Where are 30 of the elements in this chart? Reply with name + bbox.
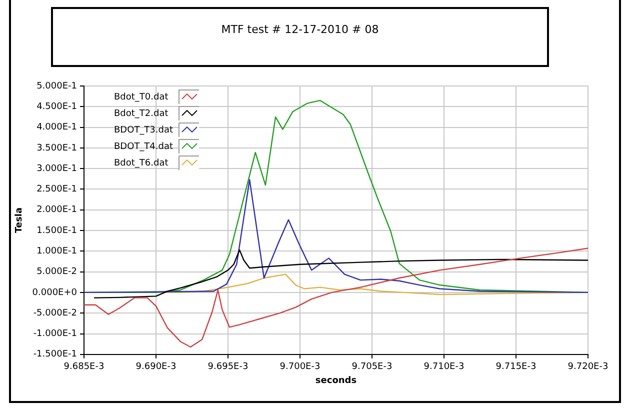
y-tick-label: 4.500E-1 <box>36 102 77 112</box>
x-tick-label: 9.700E-3 <box>280 362 320 372</box>
y-tick-label: 1.500E-1 <box>36 226 77 236</box>
y-tick-label: 4.000E-1 <box>36 122 77 133</box>
x-tick-label: 9.685E-3 <box>64 362 104 372</box>
y-axis-title: Tesla <box>14 207 25 233</box>
x-tick-label: 9.715E-3 <box>496 362 536 372</box>
y-tick-label: 5.000E-2 <box>36 267 77 278</box>
chart-title: MTF test # 12-17-2010 # 08 <box>221 22 379 36</box>
y-tick-label: 3.500E-1 <box>36 143 77 154</box>
x-tick-label: 9.690E-3 <box>136 362 176 372</box>
x-tick-label: 9.695E-3 <box>208 362 248 372</box>
legend-label: BDOT_T4.dat <box>114 142 174 152</box>
legend-label: Bdot_T2.dat <box>114 108 169 119</box>
y-tick-label: 5.000E-1 <box>36 81 77 92</box>
y-tick-label: -1.500E-1 <box>33 350 77 360</box>
y-tick-label: -1.000E-1 <box>33 329 77 340</box>
y-tick-label: 1.000E-1 <box>36 246 77 257</box>
x-tick-label: 9.710E-3 <box>424 362 464 372</box>
y-tick-label: -5.000E-2 <box>33 308 77 318</box>
y-tick-label: 2.000E-1 <box>36 205 77 216</box>
x-tick-label: 9.705E-3 <box>352 362 392 372</box>
y-tick-label: 3.000E-1 <box>36 164 77 174</box>
x-axis-title: seconds <box>315 376 357 386</box>
x-tick-label: 9.720E-3 <box>568 362 608 372</box>
y-tick-label: 2.500E-1 <box>36 184 77 195</box>
legend-label: Bdot_T6.dat <box>114 158 169 168</box>
y-tick-label: 0.000E+0 <box>32 288 78 298</box>
legend-label: Bdot_T0.dat <box>114 92 169 102</box>
legend-label: BDOT_T3.dat <box>114 125 174 136</box>
